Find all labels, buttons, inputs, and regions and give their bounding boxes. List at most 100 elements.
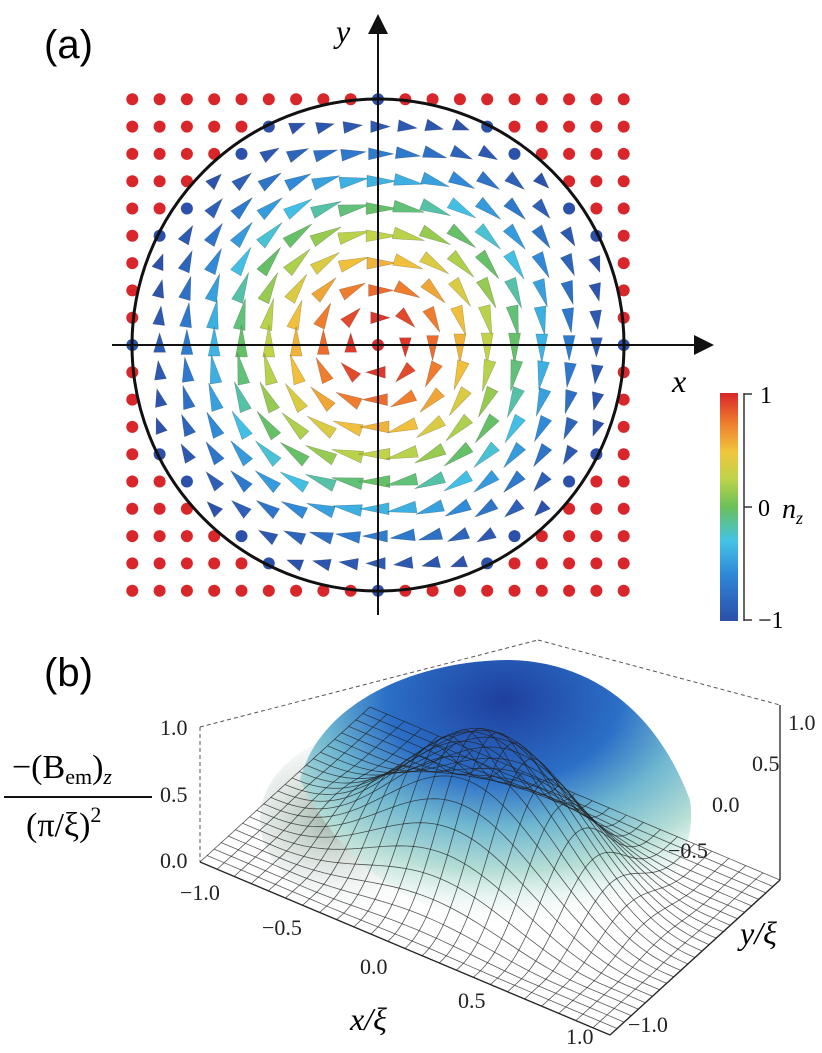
spin-arrow <box>332 504 363 517</box>
spin-arrow <box>508 332 521 365</box>
spin-arrow <box>473 441 500 468</box>
x-tick-0: 0.0 <box>360 954 388 979</box>
spin-dot <box>126 284 139 297</box>
spin-dot <box>508 557 521 570</box>
spin-dot <box>126 584 139 597</box>
spin-dot <box>453 584 466 597</box>
spin-arrow <box>338 282 366 301</box>
spin-arrow <box>181 413 197 438</box>
spin-arrow <box>257 172 282 192</box>
spin-dot <box>208 584 221 597</box>
spin-arrow <box>503 498 525 518</box>
z-tick-05: 0.5 <box>160 782 188 807</box>
spin-arrow <box>287 122 307 135</box>
spin-arrow <box>206 299 219 330</box>
x-tick-1: 1.0 <box>566 1024 594 1049</box>
spin-arrow <box>414 471 447 490</box>
spin-arrow <box>453 333 467 364</box>
spin-dot <box>508 120 521 133</box>
spin-arrow <box>231 410 253 441</box>
spin-arrow <box>230 197 253 220</box>
mesh-line-y <box>369 706 781 881</box>
spin-dot <box>590 175 603 188</box>
x-tick-neg1: −1.0 <box>180 880 220 905</box>
spin-arrow <box>205 173 223 191</box>
spin-arrow <box>359 420 390 434</box>
spin-dot <box>126 120 139 133</box>
spin-arrow <box>332 420 364 437</box>
spin-dot <box>180 584 193 597</box>
spin-arrow <box>231 272 250 304</box>
spin-arrow <box>313 302 332 330</box>
spin-dot <box>180 557 193 570</box>
spin-arrow <box>155 416 168 436</box>
spin-arrow <box>205 441 225 466</box>
spin-arrow <box>447 170 475 189</box>
spin-arrow <box>344 331 358 353</box>
spin-dot <box>535 120 548 133</box>
spin-arrow <box>279 471 310 493</box>
spin-arrow <box>535 333 549 364</box>
spin-arrow <box>418 527 444 541</box>
spin-arrow <box>445 413 474 442</box>
spin-dot <box>590 120 603 133</box>
colorbar-tick-label-neg1: −1 <box>758 608 784 634</box>
spin-dot <box>126 475 139 488</box>
panel-a-label: (a) <box>44 23 93 67</box>
x-tick-neg05: −0.5 <box>262 915 302 940</box>
spin-arrow <box>537 360 550 391</box>
spin-arrow <box>230 499 252 519</box>
spin-dot <box>180 120 193 133</box>
spin-dot <box>563 475 576 488</box>
spin-dot <box>563 93 576 106</box>
spin-arrow <box>392 556 414 569</box>
spin-dot <box>617 530 630 543</box>
spin-dot <box>262 93 275 106</box>
spin-dot <box>208 93 221 106</box>
spin-arrow <box>280 442 310 467</box>
spin-dot <box>126 420 139 433</box>
spin-arrow <box>419 387 445 413</box>
spin-arrow <box>531 198 551 220</box>
spin-arrow <box>474 498 499 518</box>
spin-dot <box>617 93 630 106</box>
spin-dot <box>180 202 193 215</box>
spin-arrow <box>370 120 392 134</box>
spin-dot <box>317 584 330 597</box>
spin-arrow <box>331 477 364 491</box>
spin-arrow <box>256 247 281 277</box>
spin-arrow <box>204 273 221 303</box>
spin-dot <box>508 93 521 106</box>
spin-arrow <box>257 529 279 546</box>
spin-dot <box>126 557 139 570</box>
spin-arrow <box>564 389 578 414</box>
spin-arrow <box>473 469 500 493</box>
spin-arrow <box>337 230 371 245</box>
spin-arrow <box>446 223 476 248</box>
spin-arrow <box>370 311 392 325</box>
spin-arrow <box>391 226 425 241</box>
spin-arrow <box>366 256 397 270</box>
spin-arrow <box>317 329 330 355</box>
spin-dot <box>617 147 630 160</box>
spin-dot <box>153 93 166 106</box>
spin-arrow <box>368 147 394 161</box>
spin-arrow <box>398 337 412 359</box>
spin-arrow <box>506 386 525 418</box>
spin-arrow <box>256 500 281 520</box>
spin-arrow <box>448 386 472 416</box>
colorbar-quantity-subscript: z <box>795 508 803 528</box>
spin-arrow <box>340 307 362 329</box>
spin-arrow <box>203 223 223 248</box>
spin-arrow <box>311 175 341 191</box>
spin-arrow <box>282 530 307 546</box>
spin-arrow <box>387 417 419 434</box>
spin-arrow <box>562 335 576 361</box>
spin-dot <box>235 93 248 106</box>
spin-arrow <box>387 500 418 514</box>
spin-arrow <box>310 386 336 412</box>
spin-arrow <box>358 475 391 488</box>
spin-arrow <box>394 361 416 383</box>
spin-arrow <box>414 443 447 464</box>
spin-arrow <box>420 278 446 304</box>
